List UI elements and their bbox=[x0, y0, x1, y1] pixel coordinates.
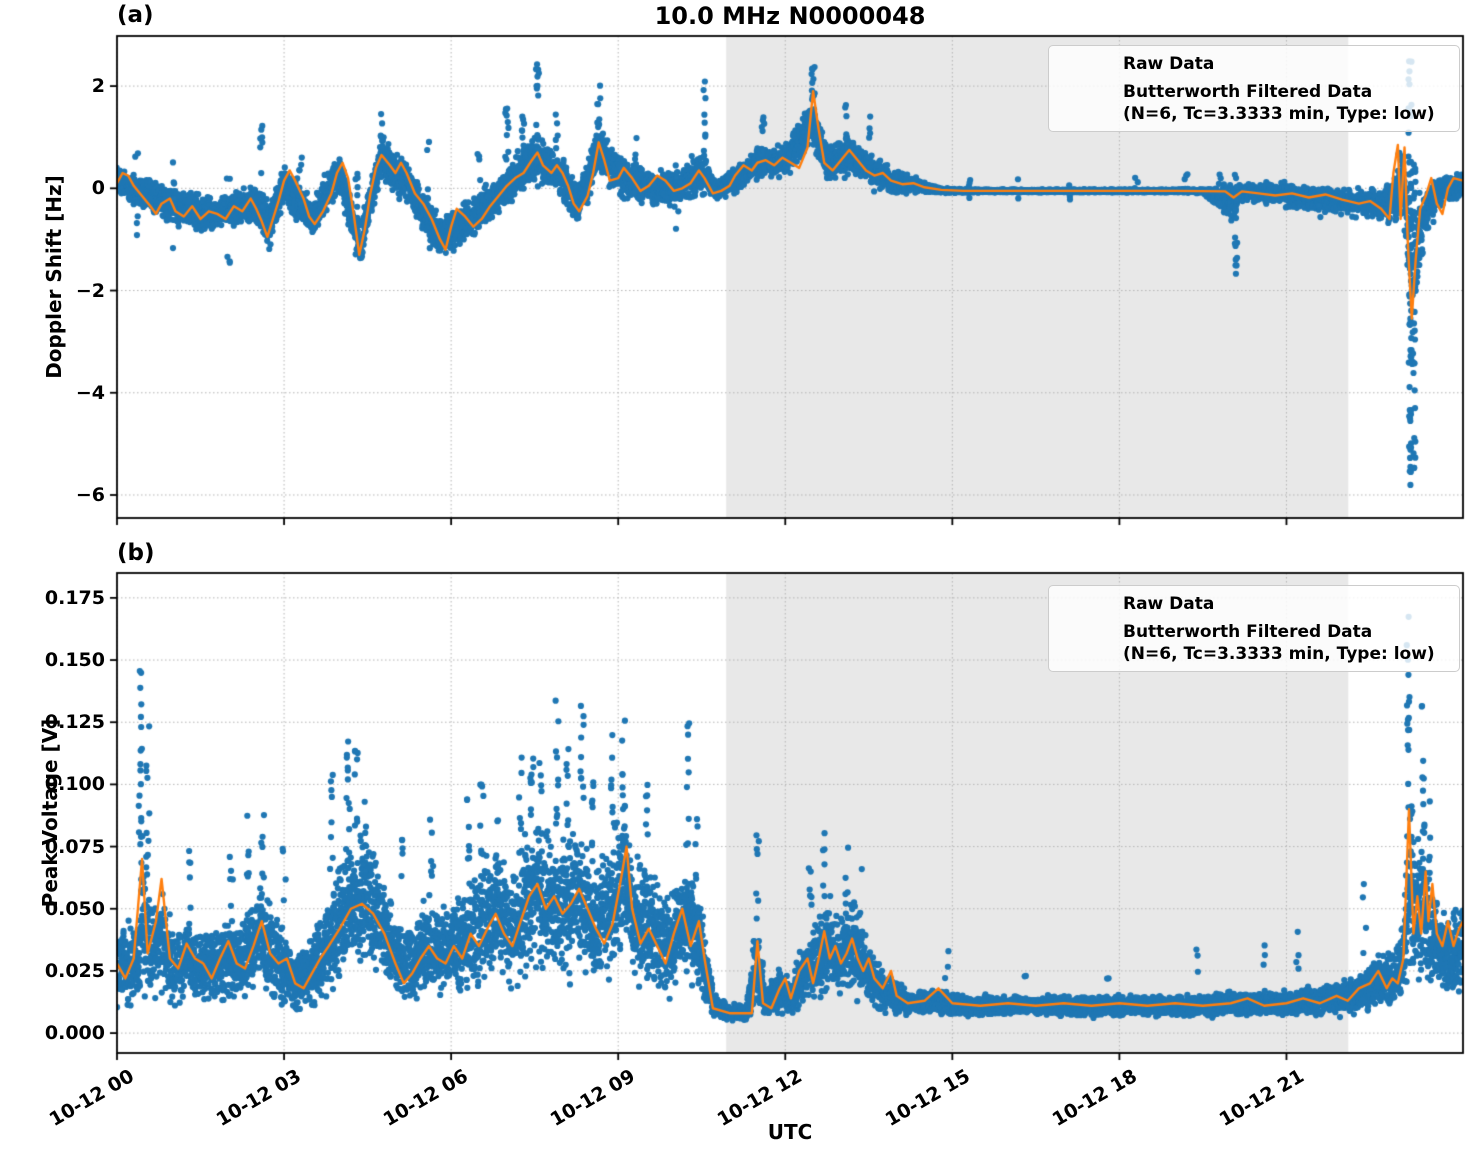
y-tick-label: 0.150 bbox=[44, 649, 105, 672]
panel-label-b: (b) bbox=[117, 540, 155, 566]
raw-data-marker-icon bbox=[1082, 58, 1091, 73]
y-tick-label: 0.175 bbox=[44, 586, 105, 609]
legend-filtered-label: Butterworth Filtered Data (N=6, Tc=3.333… bbox=[1123, 80, 1455, 126]
legend-b: Raw Data Butterworth Filtered Data (N=6,… bbox=[1048, 585, 1460, 673]
legend-filtered-line2: (N=6, Tc=3.3333 min, Type: low) bbox=[1123, 103, 1435, 124]
legend-raw-label: Raw Data bbox=[1123, 54, 1215, 74]
legend-filtered-label: Butterworth Filtered Data (N=6, Tc=3.333… bbox=[1123, 620, 1455, 666]
y-tick-label: 0.100 bbox=[44, 773, 105, 796]
x-axis-label: UTC bbox=[767, 1120, 813, 1144]
y-tick-label: −6 bbox=[75, 483, 105, 506]
y-tick-label: 0.000 bbox=[44, 1022, 105, 1045]
raw-data-marker-icon bbox=[1082, 598, 1091, 613]
legend-a: Raw Data Butterworth Filtered Data (N=6,… bbox=[1048, 45, 1460, 133]
legend-filtered-line1: Butterworth Filtered Data bbox=[1123, 81, 1373, 102]
y-tick-label: −4 bbox=[75, 381, 105, 404]
y-tick-label: −2 bbox=[75, 279, 105, 302]
y-axis-label-voltage: Peak Voltage [V] bbox=[38, 718, 62, 908]
legend-raw-label: Raw Data bbox=[1123, 594, 1215, 614]
y-tick-label: 0 bbox=[91, 177, 105, 200]
filtered-line-icon bbox=[1066, 641, 1106, 644]
filtered-line-icon bbox=[1066, 101, 1106, 104]
y-tick-label: 0.025 bbox=[44, 959, 105, 982]
legend-filtered-line2: (N=6, Tc=3.3333 min, Type: low) bbox=[1123, 643, 1435, 664]
y-tick-label: 0.075 bbox=[44, 835, 105, 858]
y-tick-label: 0.050 bbox=[44, 897, 105, 920]
y-axis-label-doppler: Doppler Shift [Hz] bbox=[42, 175, 66, 379]
y-tick-label: 2 bbox=[91, 75, 105, 98]
legend-filtered-line1: Butterworth Filtered Data bbox=[1123, 621, 1373, 642]
page-title: 10.0 MHz N0000048 bbox=[654, 2, 926, 30]
y-tick-label: 0.125 bbox=[44, 711, 105, 734]
panel-label-a: (a) bbox=[117, 2, 154, 28]
